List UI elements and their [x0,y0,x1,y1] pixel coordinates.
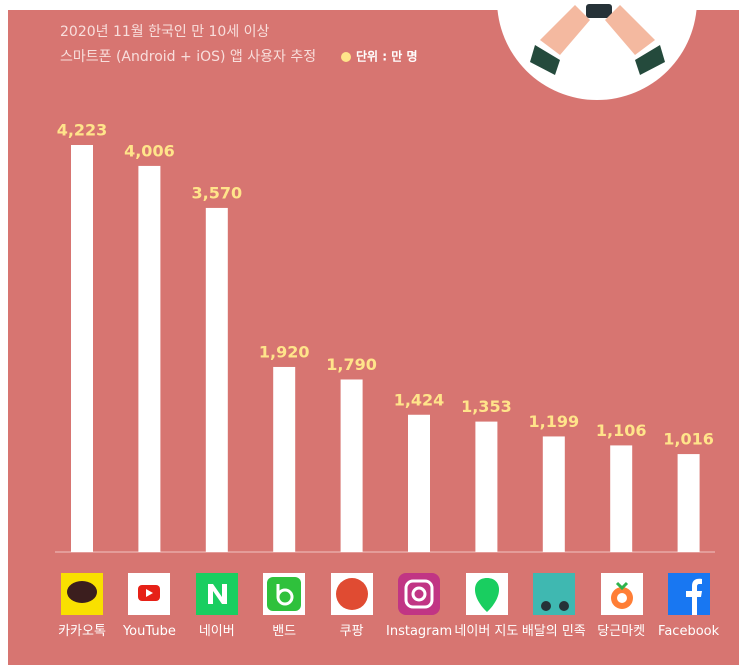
bar [542,436,565,552]
value-label: 1,790 [326,355,377,374]
value-label: 4,006 [124,141,175,160]
value-label: 1,920 [259,342,310,361]
subtitle: 스마트폰 (Android + iOS) 앱 사용자 추정 [60,49,316,65]
value-label: 1,016 [663,430,714,449]
category-label: 당근마켓 [597,624,646,639]
bar [138,165,161,552]
value-label: 1,106 [596,421,647,440]
category-label: YouTube [122,624,176,639]
bar [610,445,633,552]
category-label: Facebook [658,624,720,639]
bar [475,421,498,552]
bar [273,366,296,552]
value-label: 1,424 [394,390,445,409]
value-label: 4,223 [57,121,108,140]
category-label: 네이버 [198,624,235,639]
illustration [497,0,697,100]
icons [61,573,710,615]
category-label: 카카오톡 [58,624,106,639]
category-label: Instagram [386,624,453,639]
bar [71,145,93,552]
value-label: 1,199 [528,412,579,431]
background [8,10,739,665]
value-label: 3,570 [191,183,242,202]
category-label: 밴드 [272,624,297,639]
category-label: 배달의 민족 [521,624,586,639]
subtitle: 2020년 11월 한국인 만 10세 이상 [60,24,270,40]
category-label: 쿠팡 [339,624,364,639]
bar [408,414,430,552]
legend-label: 단위 : 만 명 [356,49,418,64]
value-label: 1,353 [461,397,512,416]
bar [205,207,228,552]
bar [677,454,700,552]
bar [340,379,363,552]
category-label: 네이버 지도 [454,624,519,639]
legend-dot [341,52,351,62]
